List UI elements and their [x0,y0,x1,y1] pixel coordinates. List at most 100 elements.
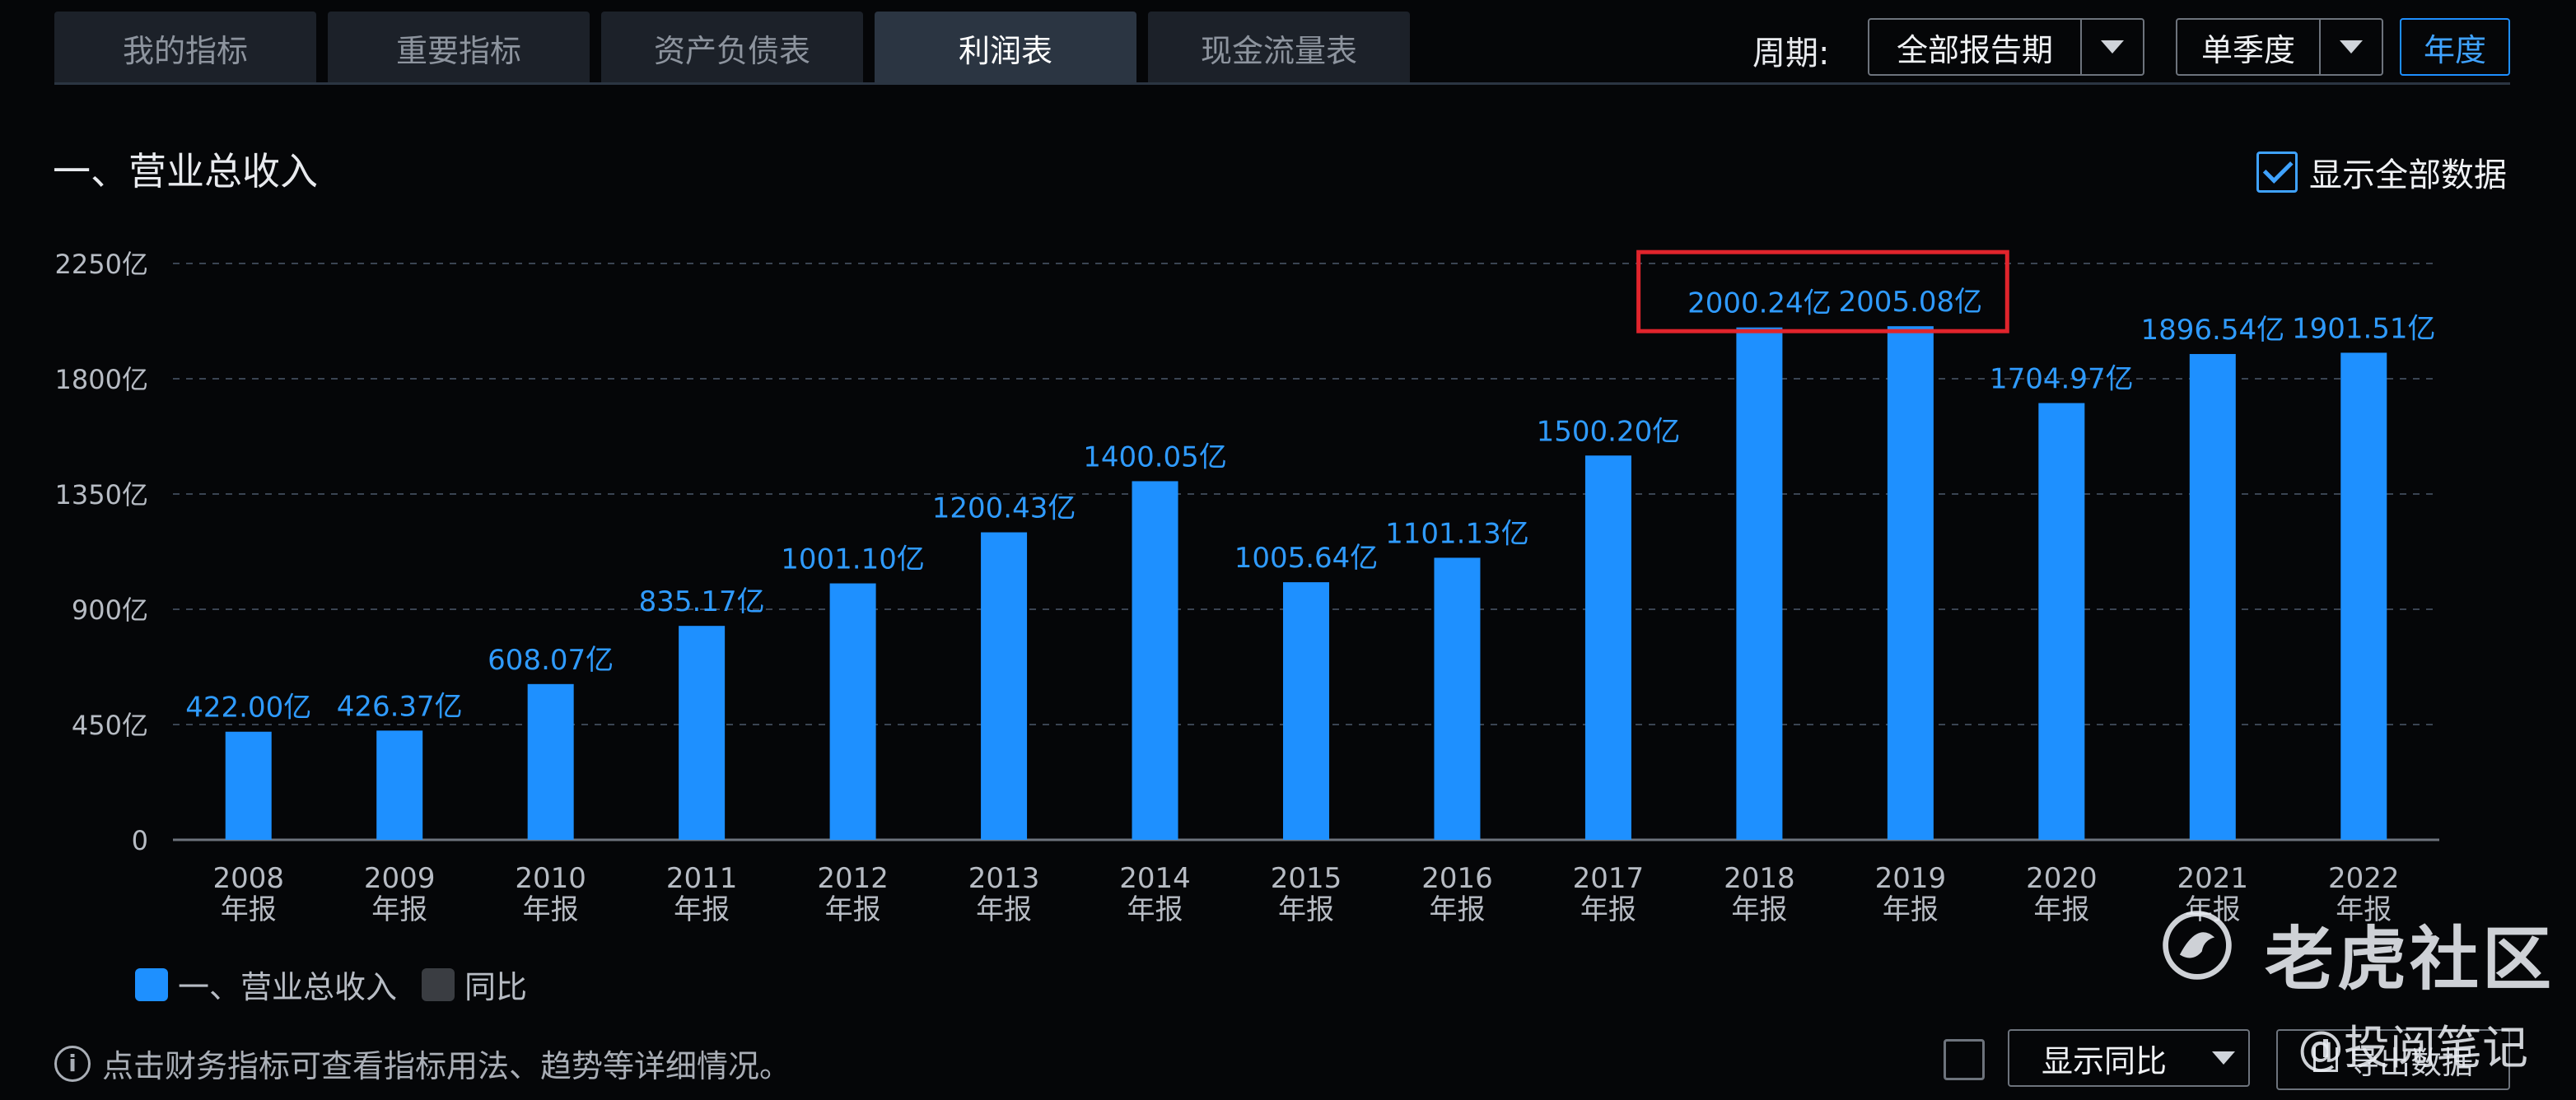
y-tick-label: 2250亿 [55,249,148,280]
x-tick-label: 2022 [2328,862,2400,895]
bar[interactable] [1283,582,1329,840]
show-all-data-label: 显示全部数据 [2309,156,2507,194]
x-tick-label: 2009 [364,862,436,895]
x-tick-sublabel: 年报 [825,893,881,926]
annual-button[interactable]: 年度 [2400,18,2510,76]
revenue-bar-chart: 0 450亿 900亿 1350亿 1800亿 2250亿 422.00亿 426.37亿 6… [55,249,2439,926]
x-tick-sublabel: 年报 [523,893,579,926]
bar[interactable] [679,626,726,840]
x-tick-label: 2019 [1875,862,1947,895]
bar[interactable] [1887,326,1934,840]
bar-value-label: 1005.64亿 [1234,542,1379,575]
x-tick-sublabel: 年报 [674,893,730,926]
bar-value-label: 1704.97亿 [1990,363,2134,396]
x-tick-label: 2012 [817,862,889,895]
bar[interactable] [225,731,272,840]
tab-my-indicators[interactable]: 我的指标 [54,12,316,84]
tab-income-statement[interactable]: 利润表 [875,12,1136,84]
bar-value-label: 1001.10亿 [781,543,925,576]
y-tick-label: 900亿 [72,594,148,626]
bar[interactable] [1584,455,1631,840]
y-axis-ticks: 0 450亿 900亿 1350亿 1800亿 2250亿 [55,249,148,856]
bar[interactable] [527,683,574,840]
x-tick-sublabel: 年报 [976,893,1032,926]
export-icon [2312,1039,2338,1072]
tab-key-indicators[interactable]: 重要指标 [328,12,590,84]
report-period-select[interactable]: 全部报告期 [1868,18,2144,76]
bar[interactable] [1736,327,1783,840]
quarter-select[interactable]: 单季度 [2176,18,2383,76]
tiger-logo-icon [2163,911,2232,980]
x-tick-sublabel: 年报 [1429,893,1485,926]
x-tick-label: 2017 [1573,862,1645,895]
tab-cash-flow[interactable]: 现金流量表 [1148,12,1410,84]
checkbox-checked-icon[interactable] [2256,151,2298,193]
quarter-value: 单季度 [2200,31,2295,68]
yoy-select-value: 显示同比 [2041,1042,2167,1079]
legend-label-yoy: 同比 [464,969,528,1005]
x-tick-label: 2011 [666,862,738,895]
export-data-label: 导出数据 [2347,1044,2473,1081]
y-tick-label: 1800亿 [55,364,148,395]
bar-value-label: 2005.08亿 [1839,286,1983,319]
bar-value-label: 608.07亿 [488,644,614,677]
bar[interactable] [2189,353,2236,840]
bar-value-label: 1500.20亿 [1537,415,1681,448]
bar[interactable] [2038,403,2085,840]
bar[interactable] [1434,557,1481,840]
watermark-author: @投阅笔记 [2298,1022,2528,1075]
x-tick-label: 2021 [2177,862,2249,895]
tab-balance-sheet[interactable]: 资产负债表 [601,12,863,84]
show-all-data-toggle[interactable]: 显示全部数据 [2256,148,2507,196]
x-tick-label: 2010 [515,862,586,895]
legend-swatch-yoy [422,967,455,1001]
y-tick-label: 450亿 [72,710,148,741]
report-period-value: 全部报告期 [1896,31,2053,68]
x-tick-label: 2020 [2026,862,2098,895]
legend-label-revenue: 一、营业总收入 [178,969,398,1005]
bar[interactable] [981,532,1028,840]
chevron-down-icon[interactable] [2080,20,2143,74]
statement-tabs: 我的指标 重要指标 资产负债表 利润表 现金流量表 [54,12,1410,84]
bar-value-label: 426.37亿 [337,690,463,723]
highlight-box [1636,249,2009,333]
x-tick-sublabel: 年报 [1731,893,1787,926]
chevron-down-icon[interactable] [2199,1031,2248,1085]
x-tick-sublabel: 年报 [2336,893,2392,926]
legend-swatch-revenue [135,967,168,1001]
legend-item-revenue[interactable]: 一、营业总收入 [135,962,397,1007]
highlight-rectangle [1636,249,2009,333]
x-tick-sublabel: 年报 [1580,893,1636,926]
export-data-button[interactable]: 导出数据 [2276,1029,2510,1090]
show-yoy-checkbox[interactable] [1944,1039,1985,1080]
tab-underline [54,82,2510,85]
chart-value-labels: 422.00亿 426.37亿 608.07亿 835.17亿 1001.10亿1200… [185,286,2435,725]
chart-bars [225,326,2387,841]
bar-value-label: 1896.54亿 [2140,314,2284,347]
chart-legend: 一、营业总收入 同比 [135,962,527,1007]
bar-value-label: 1901.51亿 [2292,312,2436,345]
yoy-select[interactable]: 显示同比 [2008,1029,2250,1087]
x-tick-sublabel: 年报 [2033,893,2089,926]
x-tick-label: 2008 [212,862,284,895]
y-tick-label: 1350亿 [55,479,148,510]
y-tick-label: 0 [132,825,148,856]
bar-value-label: 1200.43亿 [932,492,1076,525]
info-icon: i [54,1045,91,1082]
x-tick-sublabel: 年报 [371,893,427,926]
x-tick-label: 2014 [1119,862,1191,895]
chevron-down-icon[interactable] [2319,20,2382,74]
bar[interactable] [829,583,876,840]
bar[interactable] [1132,481,1178,840]
bar[interactable] [2340,352,2387,841]
x-tick-sublabel: 年报 [221,893,277,926]
x-tick-sublabel: 年报 [1278,893,1334,926]
bar-value-label: 422.00亿 [185,692,311,725]
x-tick-sublabel: 年报 [1127,893,1183,926]
watermark-brand: 老虎社区 [2265,919,2555,1000]
hint-text: 点击财务指标可查看指标用法、趋势等详细情况。 [102,1048,791,1084]
legend-item-yoy[interactable]: 同比 [422,962,527,1007]
x-tick-label: 2018 [1724,862,1795,895]
x-tick-label: 2015 [1271,862,1342,895]
bar[interactable] [376,730,423,840]
